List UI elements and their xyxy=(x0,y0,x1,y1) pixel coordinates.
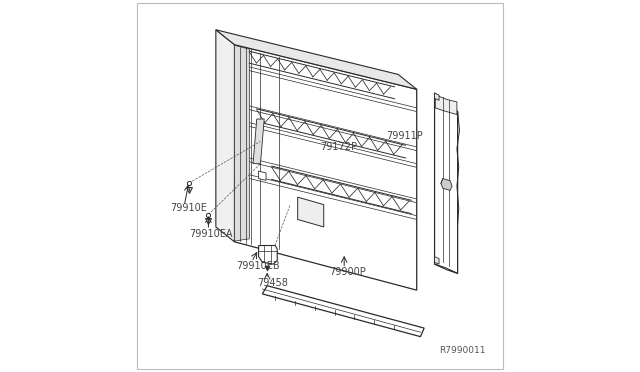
Text: R7990011: R7990011 xyxy=(439,346,486,355)
Polygon shape xyxy=(262,286,424,337)
Polygon shape xyxy=(259,171,266,180)
Text: 79911P: 79911P xyxy=(386,131,423,141)
Polygon shape xyxy=(234,45,417,290)
Polygon shape xyxy=(435,257,439,264)
Polygon shape xyxy=(435,264,458,273)
Polygon shape xyxy=(298,197,324,227)
Text: 79910EA: 79910EA xyxy=(189,230,232,239)
Polygon shape xyxy=(259,246,277,264)
Polygon shape xyxy=(435,93,458,273)
Polygon shape xyxy=(435,95,457,115)
Polygon shape xyxy=(234,45,250,241)
Polygon shape xyxy=(253,119,264,164)
Polygon shape xyxy=(435,93,439,100)
Text: 79910EB: 79910EB xyxy=(237,261,280,271)
Text: 79910E: 79910E xyxy=(170,203,207,213)
Polygon shape xyxy=(216,30,234,242)
Polygon shape xyxy=(441,179,452,190)
Text: 79900P: 79900P xyxy=(330,267,366,276)
Text: 79172P: 79172P xyxy=(320,142,357,152)
Polygon shape xyxy=(216,30,417,89)
Text: 79458: 79458 xyxy=(257,279,287,288)
